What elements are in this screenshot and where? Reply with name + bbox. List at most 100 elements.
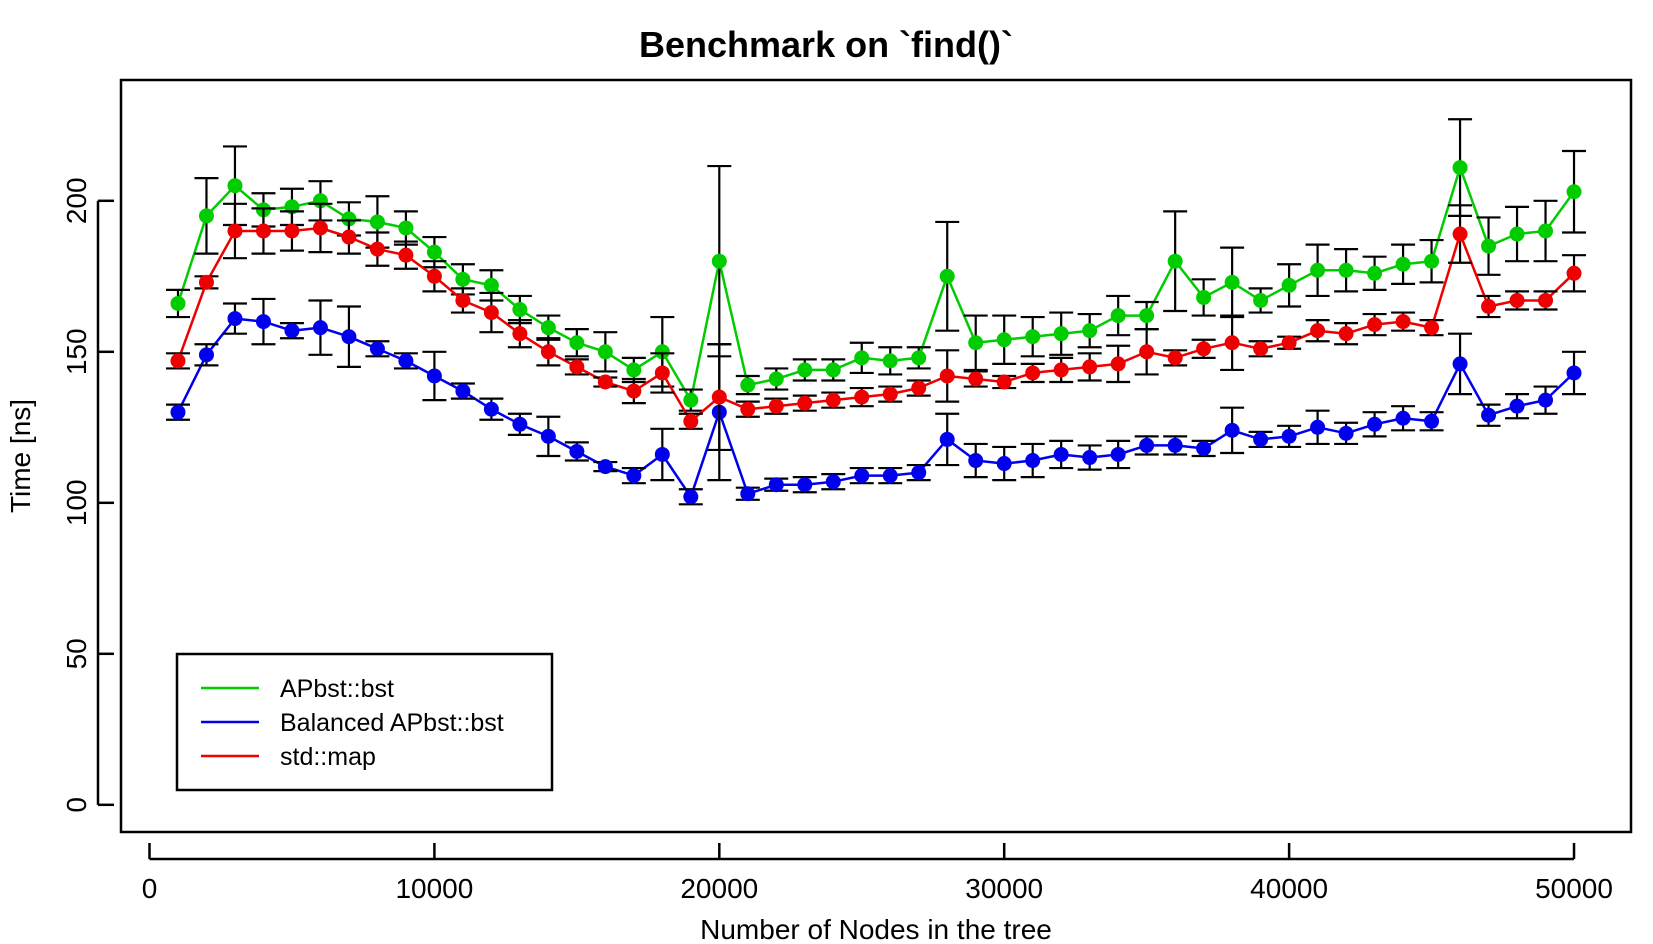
data-point <box>369 341 385 357</box>
series-layer <box>165 118 1587 506</box>
legend-label-balanced-apbst: Balanced APbst::bst <box>280 709 504 737</box>
data-point <box>369 241 385 257</box>
data-point <box>398 353 414 369</box>
data-point <box>1538 392 1554 408</box>
data-point <box>398 247 414 263</box>
data-point <box>1424 413 1440 429</box>
data-point <box>711 253 727 269</box>
data-point <box>654 365 670 381</box>
legend-label-std-map: std::map <box>280 743 376 771</box>
data-point <box>455 271 471 287</box>
data-point <box>1338 326 1354 342</box>
data-point <box>1053 326 1069 342</box>
data-point <box>1566 184 1582 200</box>
data-point <box>227 223 243 239</box>
data-point <box>1281 277 1297 293</box>
data-point <box>597 344 613 360</box>
data-point <box>654 446 670 462</box>
data-point <box>711 389 727 405</box>
data-point <box>369 214 385 230</box>
data-point <box>1053 362 1069 378</box>
data-point <box>740 401 756 417</box>
data-point <box>455 383 471 399</box>
data-point <box>626 468 642 484</box>
data-point <box>825 362 841 378</box>
data-point <box>312 220 328 236</box>
series-line <box>176 317 1575 499</box>
data-point <box>654 344 670 360</box>
data-point <box>1196 289 1212 305</box>
data-point <box>1452 226 1468 242</box>
data-point <box>1424 253 1440 269</box>
data-point <box>968 453 984 469</box>
data-point <box>825 474 841 490</box>
data-point <box>198 274 214 290</box>
data-point <box>1481 238 1497 254</box>
data-point <box>1139 344 1155 360</box>
x-tick-label: 10000 <box>395 873 473 904</box>
data-point <box>854 468 870 484</box>
data-point <box>1224 422 1240 438</box>
data-point <box>1224 335 1240 351</box>
data-point <box>1310 419 1326 435</box>
data-point <box>198 347 214 363</box>
data-point <box>1538 292 1554 308</box>
data-point <box>683 413 699 429</box>
data-point <box>312 320 328 336</box>
series-1 <box>165 297 1587 506</box>
data-point <box>1338 262 1354 278</box>
data-point <box>227 311 243 327</box>
data-point <box>170 404 186 420</box>
data-point <box>1167 350 1183 366</box>
data-point <box>284 323 300 339</box>
data-point <box>483 277 499 293</box>
data-point <box>512 302 528 318</box>
data-point <box>1196 341 1212 357</box>
data-point <box>740 377 756 393</box>
data-point <box>512 416 528 432</box>
data-point <box>1424 320 1440 336</box>
data-point <box>797 477 813 493</box>
data-point <box>170 295 186 311</box>
data-point <box>540 344 556 360</box>
data-point <box>341 211 357 227</box>
data-point <box>597 374 613 390</box>
y-tick-label: 150 <box>61 328 92 375</box>
x-tick-label: 30000 <box>965 873 1043 904</box>
data-point <box>683 489 699 505</box>
data-point <box>1196 440 1212 456</box>
y-tick-label: 100 <box>61 479 92 526</box>
y-axis: 0 50 100 150 200 <box>61 177 114 813</box>
x-tick-label: 0 <box>142 873 158 904</box>
x-tick-label: 20000 <box>680 873 758 904</box>
data-point <box>426 368 442 384</box>
y-tick-label: 200 <box>61 177 92 224</box>
data-point <box>1509 398 1525 414</box>
data-point <box>626 362 642 378</box>
x-tick-label: 50000 <box>1535 873 1613 904</box>
data-point <box>882 468 898 484</box>
data-point <box>1082 450 1098 466</box>
data-point <box>597 459 613 475</box>
y-tick-label: 0 <box>61 797 92 813</box>
data-point <box>1224 274 1240 290</box>
data-point <box>341 329 357 345</box>
data-point <box>1281 335 1297 351</box>
data-point <box>1310 262 1326 278</box>
data-point <box>1538 223 1554 239</box>
data-point <box>911 350 927 366</box>
data-point <box>1139 437 1155 453</box>
data-point <box>939 431 955 447</box>
data-point <box>255 223 271 239</box>
data-point <box>255 314 271 330</box>
x-axis-label: Number of Nodes in the tree <box>700 914 1052 944</box>
data-point <box>1110 446 1126 462</box>
data-point <box>1025 329 1041 345</box>
data-point <box>1053 446 1069 462</box>
data-point <box>854 350 870 366</box>
data-point <box>683 392 699 408</box>
legend: APbst::bst Balanced APbst::bst std::map <box>175 652 554 792</box>
data-point <box>426 244 442 260</box>
data-point <box>1367 416 1383 432</box>
x-axis: 0 10000 20000 30000 40000 50000 <box>142 843 1613 904</box>
